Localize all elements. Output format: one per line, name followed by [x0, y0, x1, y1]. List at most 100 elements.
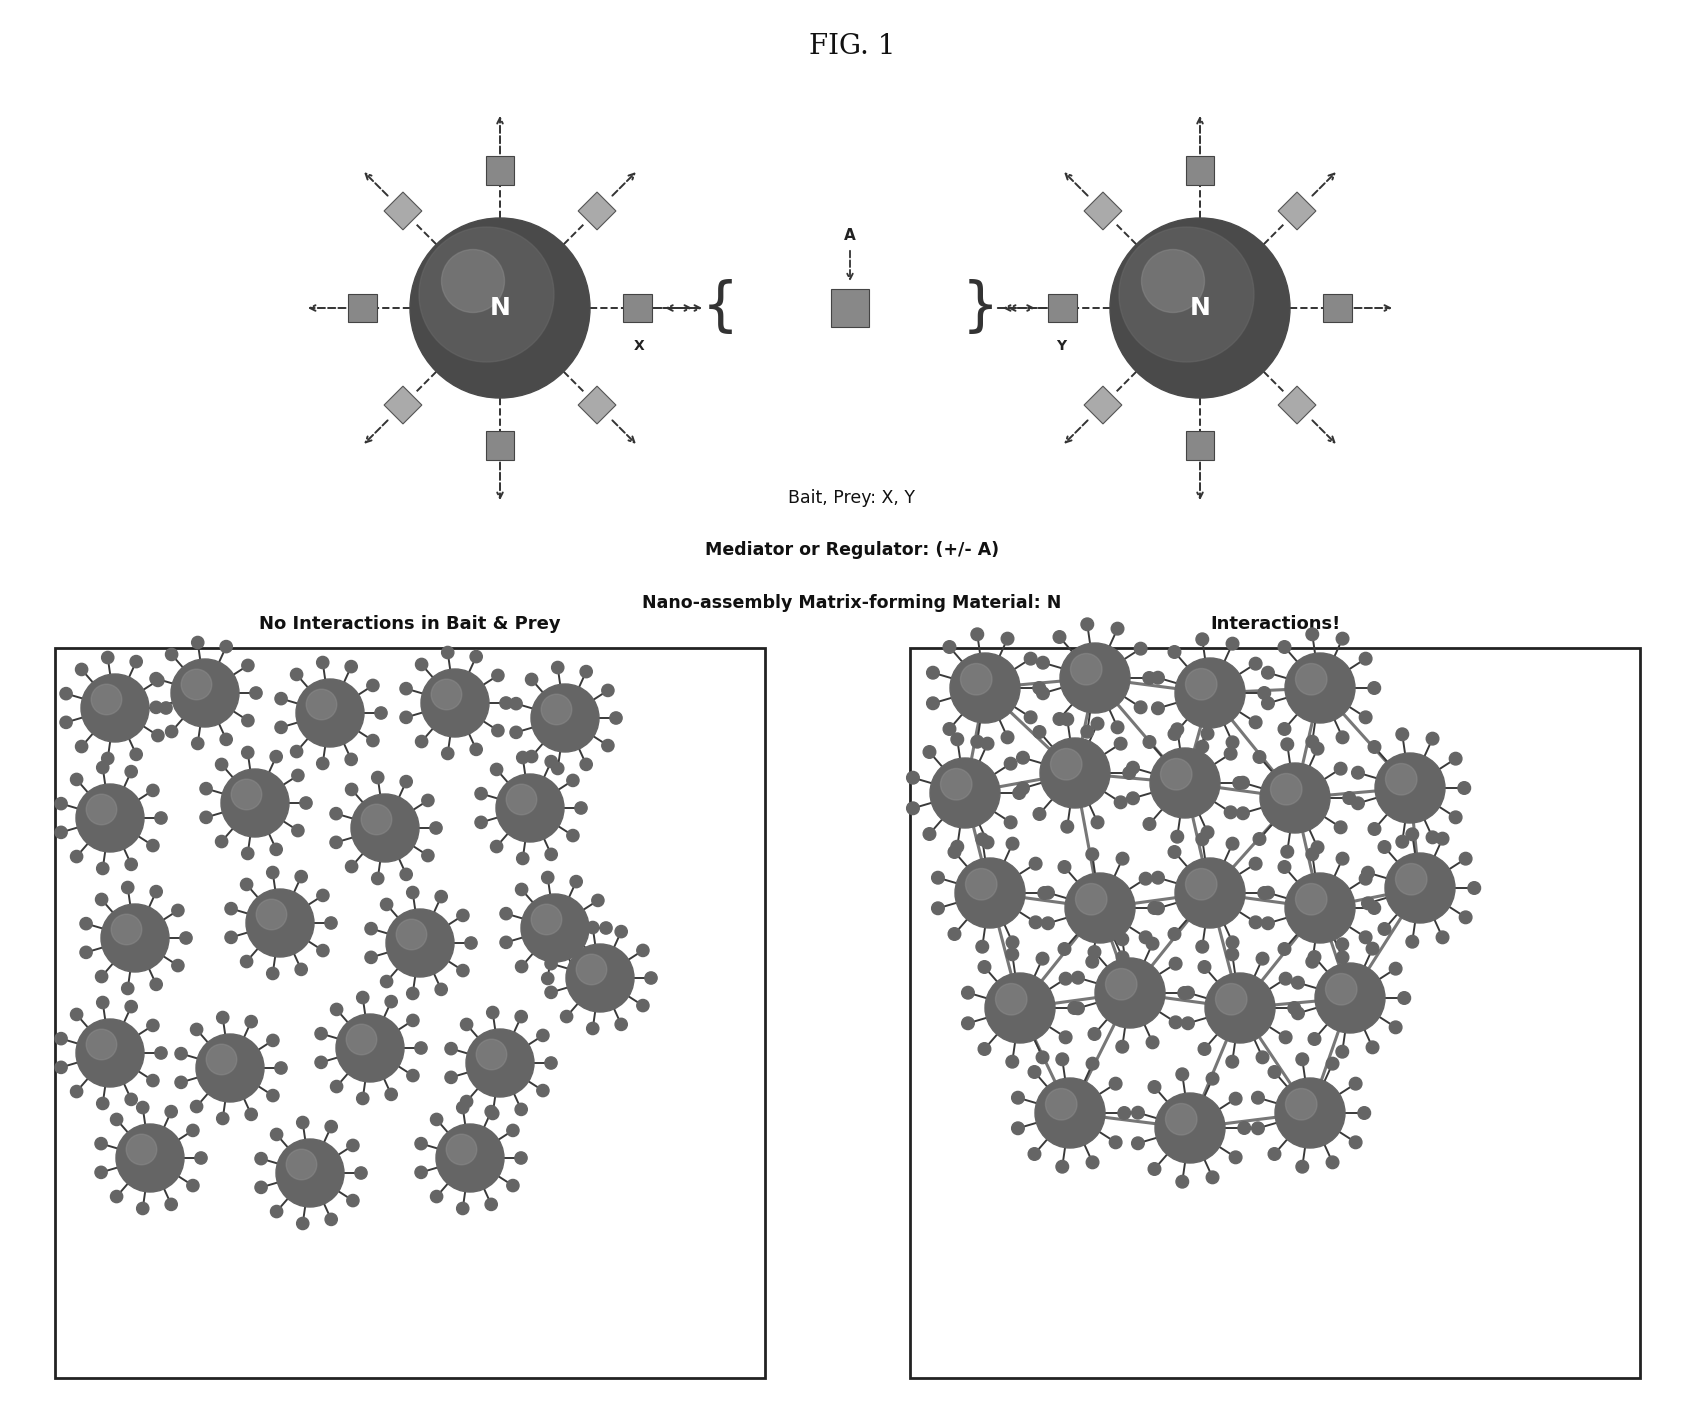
Ellipse shape: [75, 664, 87, 675]
Text: Y: Y: [1056, 338, 1067, 353]
Ellipse shape: [1062, 821, 1074, 833]
Ellipse shape: [1426, 831, 1438, 844]
Ellipse shape: [1295, 884, 1327, 915]
Ellipse shape: [1367, 1041, 1379, 1054]
Ellipse shape: [92, 684, 121, 715]
Polygon shape: [383, 191, 423, 230]
Ellipse shape: [491, 841, 503, 853]
Ellipse shape: [290, 668, 303, 681]
Ellipse shape: [1397, 991, 1411, 1004]
Ellipse shape: [1017, 783, 1029, 794]
Ellipse shape: [515, 1152, 527, 1164]
Ellipse shape: [567, 774, 579, 787]
Ellipse shape: [1436, 931, 1448, 944]
Ellipse shape: [276, 1140, 344, 1207]
Ellipse shape: [1385, 853, 1455, 922]
Ellipse shape: [1305, 628, 1319, 641]
Ellipse shape: [1261, 887, 1275, 900]
Ellipse shape: [1096, 958, 1166, 1028]
Ellipse shape: [325, 1121, 337, 1132]
Polygon shape: [1084, 386, 1121, 424]
Ellipse shape: [1281, 845, 1293, 858]
Ellipse shape: [591, 894, 603, 907]
Ellipse shape: [380, 975, 392, 988]
Ellipse shape: [435, 891, 448, 902]
Ellipse shape: [1111, 721, 1125, 734]
Ellipse shape: [295, 871, 307, 883]
Ellipse shape: [1225, 747, 1237, 760]
Ellipse shape: [1426, 733, 1438, 745]
Ellipse shape: [537, 1084, 549, 1097]
Ellipse shape: [542, 694, 573, 725]
Ellipse shape: [1227, 735, 1239, 748]
Ellipse shape: [271, 1128, 283, 1141]
Ellipse shape: [492, 724, 504, 737]
Ellipse shape: [165, 1105, 177, 1118]
Ellipse shape: [1336, 938, 1348, 951]
Ellipse shape: [1292, 977, 1304, 990]
Ellipse shape: [465, 1030, 533, 1097]
Bar: [624, 294, 651, 323]
Ellipse shape: [586, 1022, 598, 1035]
Ellipse shape: [116, 1124, 184, 1192]
Ellipse shape: [1459, 853, 1472, 865]
Ellipse shape: [1176, 858, 1246, 928]
Ellipse shape: [1080, 725, 1094, 738]
Ellipse shape: [961, 1017, 975, 1030]
Ellipse shape: [1166, 1104, 1196, 1135]
Ellipse shape: [492, 670, 504, 681]
Ellipse shape: [111, 914, 141, 945]
Ellipse shape: [1143, 735, 1155, 748]
Ellipse shape: [1169, 845, 1181, 858]
Ellipse shape: [206, 1044, 237, 1075]
Ellipse shape: [375, 707, 387, 720]
Ellipse shape: [60, 687, 72, 700]
Ellipse shape: [77, 1020, 145, 1087]
Ellipse shape: [982, 835, 993, 848]
Ellipse shape: [147, 1020, 158, 1031]
Ellipse shape: [124, 1001, 138, 1012]
Ellipse shape: [1053, 713, 1065, 725]
Ellipse shape: [271, 1205, 283, 1218]
Ellipse shape: [1288, 1001, 1300, 1014]
Ellipse shape: [1056, 1052, 1068, 1065]
Ellipse shape: [1201, 727, 1213, 740]
Ellipse shape: [55, 1061, 66, 1074]
Ellipse shape: [291, 824, 303, 837]
Ellipse shape: [155, 1047, 167, 1060]
Bar: [910, 648, 1639, 1378]
Ellipse shape: [181, 670, 211, 700]
Ellipse shape: [1046, 1088, 1077, 1120]
Ellipse shape: [1143, 818, 1155, 830]
Ellipse shape: [1116, 853, 1128, 865]
Ellipse shape: [470, 651, 482, 663]
Text: Bait, Prey: X, Y: Bait, Prey: X, Y: [789, 488, 915, 507]
Ellipse shape: [944, 641, 956, 653]
Ellipse shape: [1004, 757, 1017, 770]
Ellipse shape: [1268, 1065, 1281, 1078]
Ellipse shape: [431, 680, 462, 710]
Ellipse shape: [457, 1101, 469, 1114]
Ellipse shape: [296, 1117, 308, 1128]
Ellipse shape: [1196, 941, 1208, 952]
Ellipse shape: [356, 991, 368, 1004]
Ellipse shape: [147, 784, 158, 797]
Ellipse shape: [1315, 962, 1385, 1032]
Ellipse shape: [1326, 1057, 1339, 1070]
Ellipse shape: [995, 984, 1028, 1015]
Ellipse shape: [961, 987, 975, 1000]
Ellipse shape: [1053, 631, 1065, 643]
Ellipse shape: [274, 721, 288, 734]
Ellipse shape: [1186, 668, 1217, 700]
Ellipse shape: [985, 972, 1055, 1042]
Ellipse shape: [1109, 1137, 1121, 1148]
Ellipse shape: [1039, 738, 1109, 808]
Ellipse shape: [441, 647, 453, 658]
Ellipse shape: [232, 780, 262, 810]
Ellipse shape: [436, 1124, 504, 1192]
Ellipse shape: [286, 1150, 317, 1180]
Ellipse shape: [1002, 731, 1014, 744]
Ellipse shape: [1041, 887, 1055, 900]
Ellipse shape: [102, 753, 114, 764]
Ellipse shape: [325, 917, 337, 930]
